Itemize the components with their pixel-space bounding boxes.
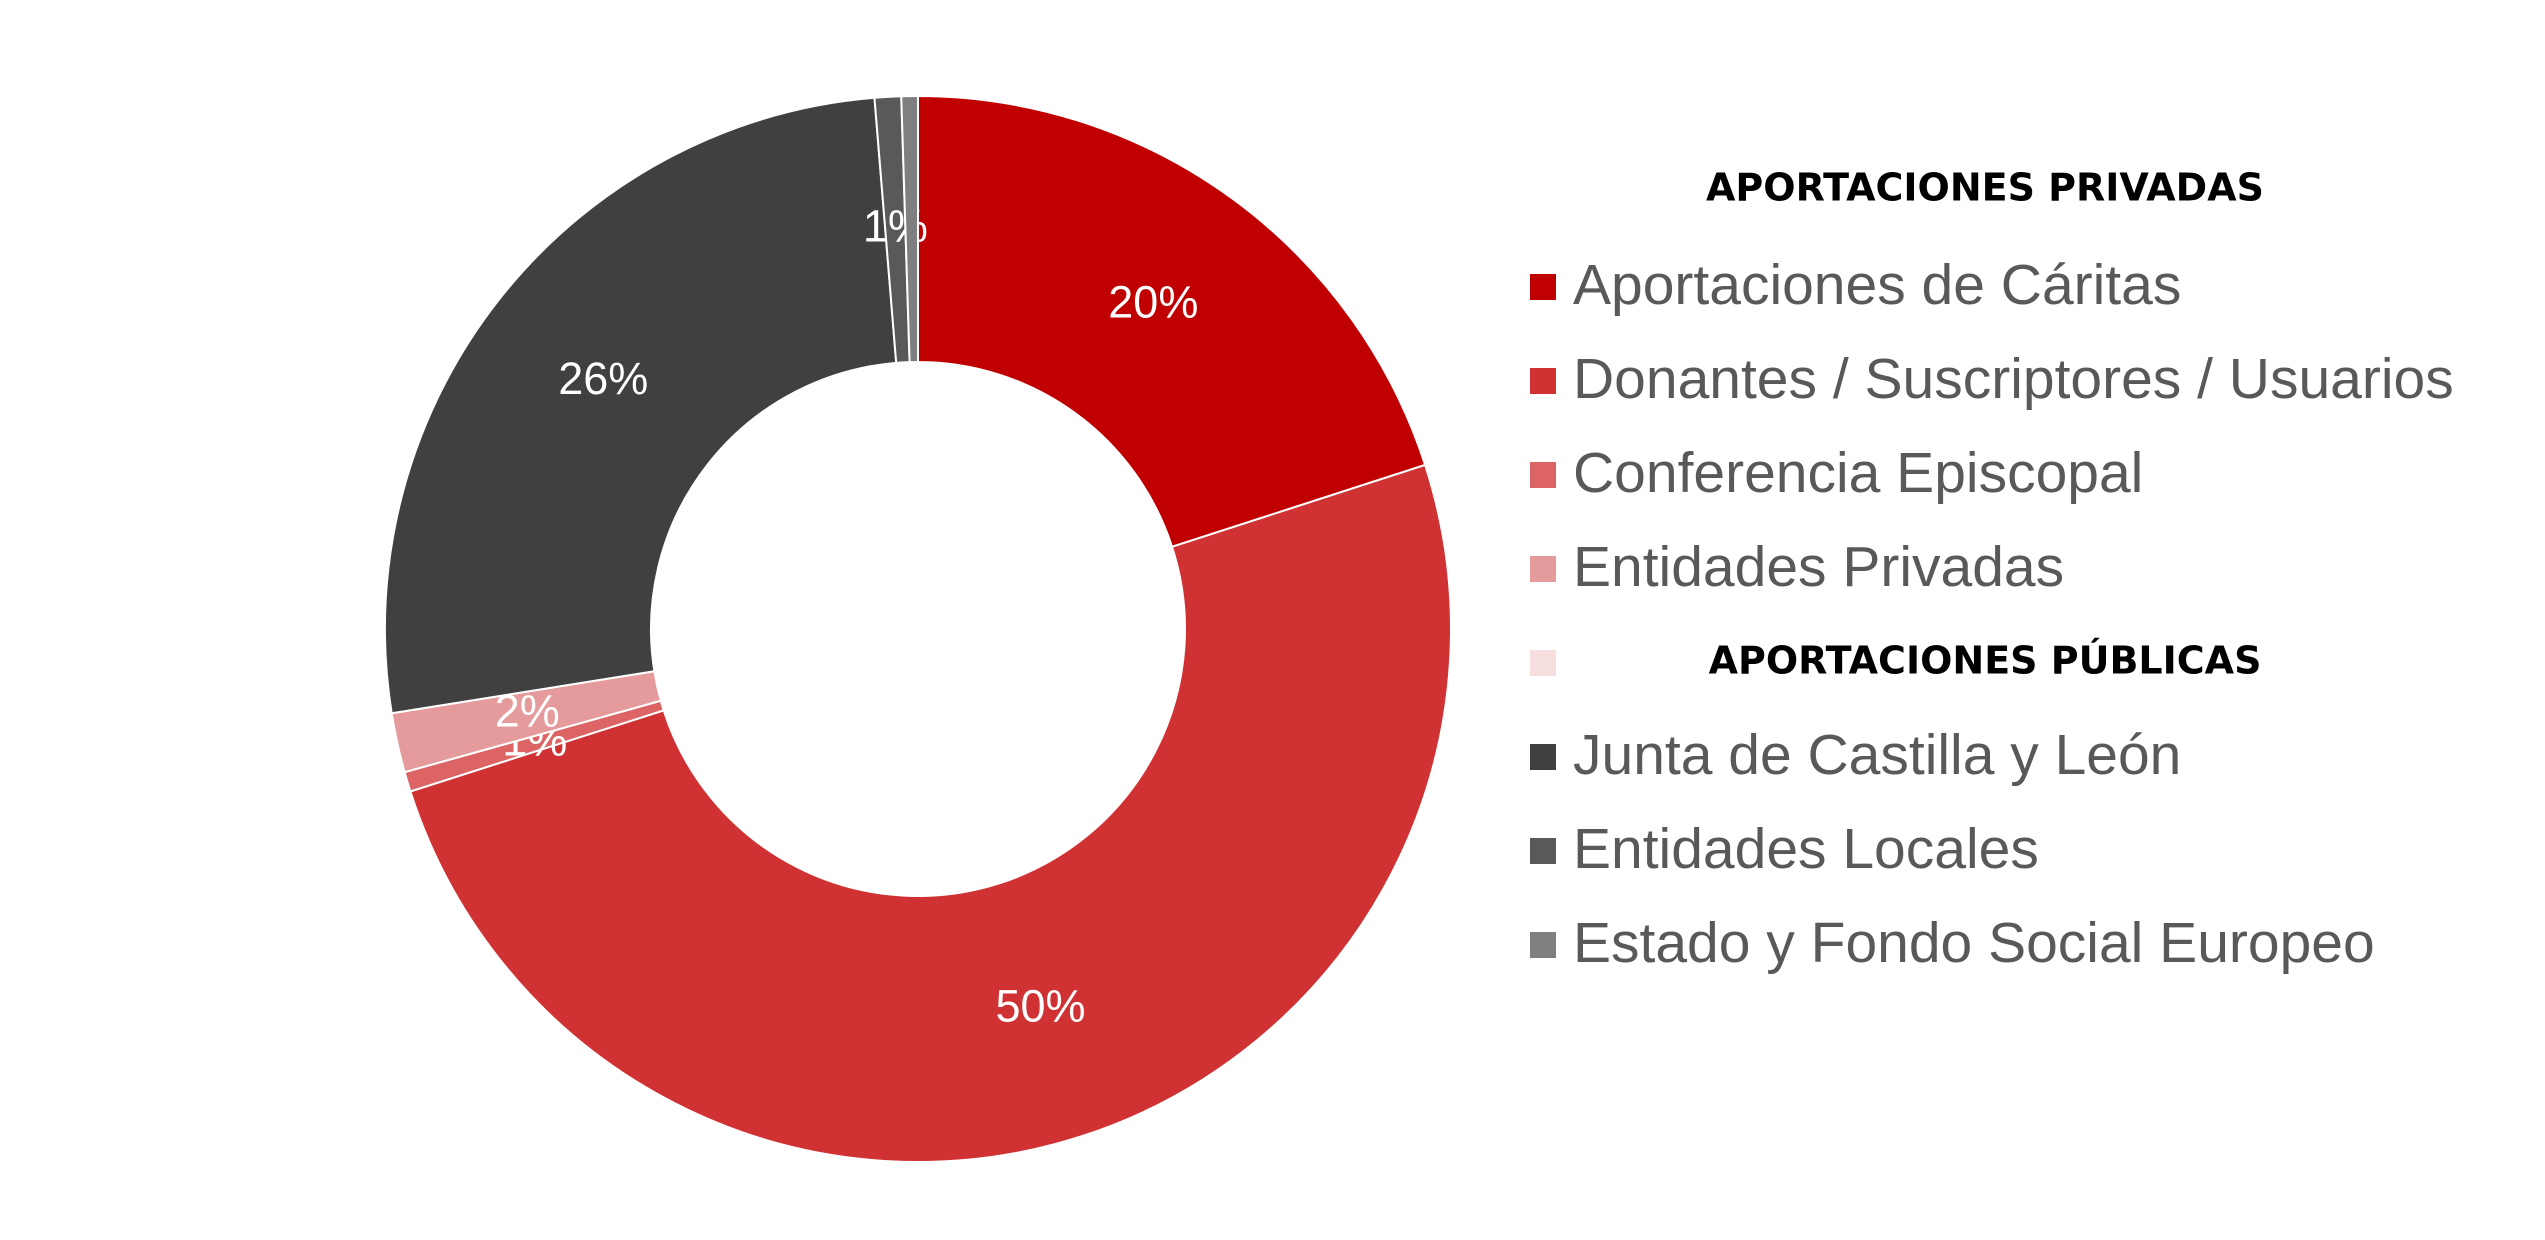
legend-marker (1530, 462, 1556, 488)
slice (409, 463, 1453, 1164)
legend-marker (1530, 744, 1556, 770)
data-label: 20% (1108, 276, 1198, 327)
legend-label: Entidades Privadas (1573, 535, 2064, 599)
legend-label: APORTACIONES PÚBLICAS (1709, 639, 2262, 683)
legend-label: Entidades Locales (1573, 817, 2039, 881)
legend-title: APORTACIONES PRIVADAS (1706, 166, 2264, 210)
legend-label: Aportaciones de Cáritas (1573, 253, 2181, 317)
data-label: 26% (558, 353, 648, 404)
legend-marker (1530, 368, 1556, 394)
legend-marker (1530, 932, 1556, 958)
legend-marker (1530, 556, 1556, 582)
legend-label: Junta de Castilla y León (1573, 723, 2181, 787)
legend-label: Donantes / Suscriptores / Usuarios (1573, 347, 2454, 411)
legend-marker (1530, 838, 1556, 864)
slice (384, 96, 898, 715)
data-label: 50% (995, 981, 1085, 1032)
legend-marker (1530, 650, 1556, 676)
slice (917, 94, 1427, 549)
legend-marker (1530, 274, 1556, 300)
legend-label: Conferencia Episcopal (1573, 441, 2143, 505)
slice (900, 94, 919, 364)
legend-label: Estado y Fondo Social Europeo (1573, 911, 2375, 975)
